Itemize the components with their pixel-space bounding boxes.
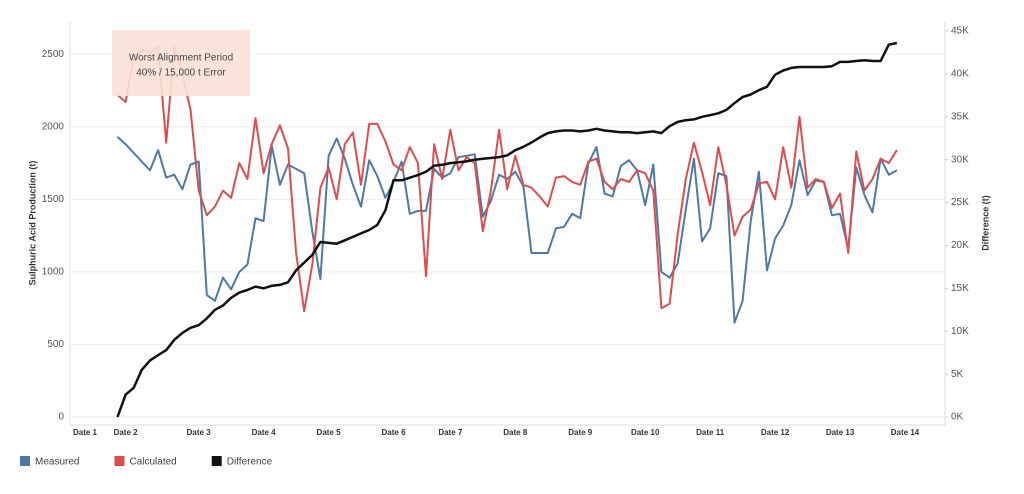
lines xyxy=(116,41,898,418)
annotation-box xyxy=(112,30,250,96)
x-tick-label: Date 1 xyxy=(73,428,98,437)
x-tick-label: Date 5 xyxy=(317,428,342,437)
y2-tick-label: 20K xyxy=(951,240,969,251)
y2-axis-title: Difference (t) xyxy=(980,195,990,251)
x-tick-label: Date 8 xyxy=(503,428,528,437)
y-axis-title: Sulphuric Acid Production (t) xyxy=(27,161,37,286)
annotation: Worst Alignment Period 40% / 15,000 t Er… xyxy=(112,30,250,96)
y-tick-label: 500 xyxy=(47,339,64,350)
legend: Measured Calculated Difference xyxy=(20,456,273,468)
x-tick-label: Date 6 xyxy=(382,428,407,437)
x-tick-label: Date 3 xyxy=(187,428,212,437)
legend-label: Difference xyxy=(227,457,273,468)
series-line xyxy=(116,136,898,324)
legend-label: Measured xyxy=(35,457,79,468)
series-line xyxy=(116,41,898,418)
x-tick-label: Date 12 xyxy=(761,428,790,437)
y2-tick-label: 0K xyxy=(951,412,964,423)
x-tick-label: Date 10 xyxy=(631,428,660,437)
legend-label: Calculated xyxy=(129,457,176,468)
legend-swatch xyxy=(20,456,30,466)
y2-tick-label: 30K xyxy=(951,154,969,165)
x-tick-label: Date 9 xyxy=(568,428,593,437)
y2-tick-label: 5K xyxy=(951,369,964,380)
x-tick-label: Date 13 xyxy=(826,428,855,437)
annotation-text: 40% / 15,000 t Error xyxy=(136,68,226,79)
y2-tick-label: 15K xyxy=(951,283,969,294)
x-tick-label: Date 2 xyxy=(114,428,139,437)
y-tick-label: 2500 xyxy=(42,49,65,60)
y-tick-label: 1000 xyxy=(42,267,65,278)
y2-tick-label: 25K xyxy=(951,197,969,208)
annotation-title: Worst Alignment Period xyxy=(129,53,233,64)
y-tick-label: 2000 xyxy=(42,121,65,132)
y-tick-label: 1500 xyxy=(42,194,65,205)
y2-tick-label: 40K xyxy=(951,69,969,80)
legend-swatch xyxy=(211,456,222,466)
x-tick-label: Date 14 xyxy=(891,428,920,437)
y-tick-label: 0 xyxy=(58,412,64,423)
legend-swatch xyxy=(114,456,125,466)
y2-tick-label: 45K xyxy=(951,26,969,37)
x-tick-label: Date 7 xyxy=(438,428,463,437)
x-tick-label: Date 11 xyxy=(696,428,725,437)
series-line xyxy=(116,46,898,313)
x-tick-label: Date 4 xyxy=(252,428,277,437)
y2-tick-label: 35K xyxy=(951,111,969,122)
y2-tick-label: 10K xyxy=(951,326,969,337)
